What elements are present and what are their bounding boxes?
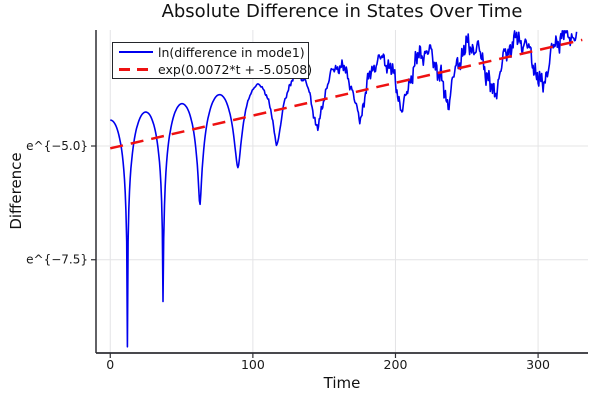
y-tick-label-1: e^{−7.5} bbox=[26, 253, 88, 267]
difference-line-series bbox=[110, 30, 578, 348]
x-tick-label-100: 100 bbox=[241, 357, 265, 372]
chart-title: Absolute Difference in States Over Time bbox=[161, 1, 523, 22]
x-axis-label: Time bbox=[323, 374, 361, 392]
legend-item-fit: exp(0.0072*t + -5.0508) bbox=[119, 61, 312, 77]
axes bbox=[91, 30, 588, 358]
x-tick-label-0: 0 bbox=[106, 357, 114, 372]
legend-item-difference: ln(difference in mode1) bbox=[119, 44, 305, 60]
y-tick-label-0: e^{−5.0} bbox=[26, 139, 88, 153]
legend-label-fit: exp(0.0072*t + -5.0508) bbox=[158, 61, 313, 77]
exponential-fit-line bbox=[109, 38, 583, 150]
legend-label-difference: ln(difference in mode1) bbox=[158, 44, 305, 60]
x-tick-label-200: 200 bbox=[384, 357, 408, 372]
tick-labels: 0 100 200 300 e^{−5.0} e^{−7.5} bbox=[26, 139, 550, 372]
legend-line-sample-dashed bbox=[119, 67, 153, 71]
legend-line-sample-solid bbox=[119, 50, 153, 54]
x-tick-label-300: 300 bbox=[526, 357, 550, 372]
legend: ln(difference in mode1) exp(0.0072*t + -… bbox=[112, 42, 312, 79]
